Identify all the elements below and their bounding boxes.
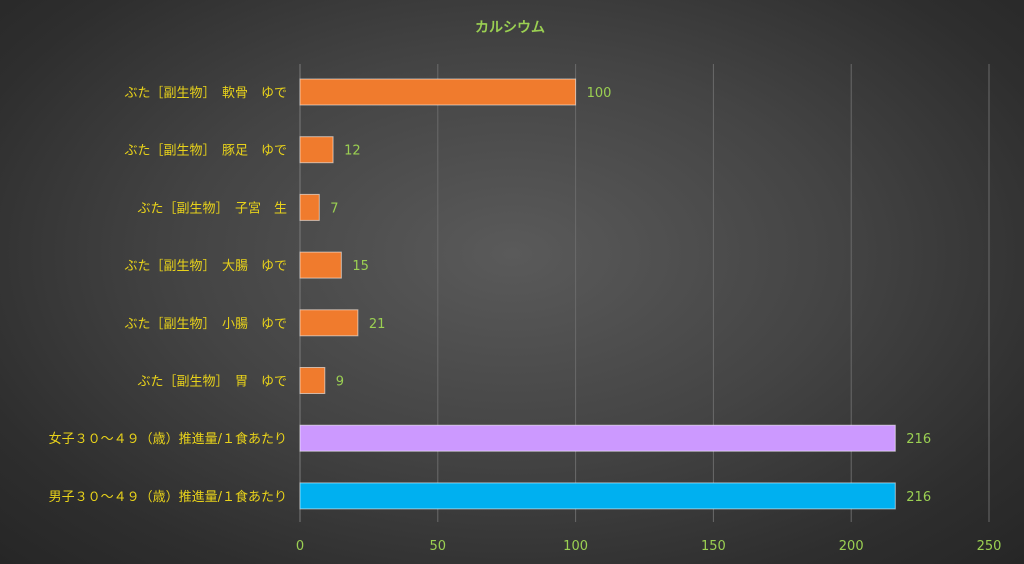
category-label: ぶた［副生物］ 小腸 ゆで [124,317,287,332]
bar [299,424,896,452]
data-label: 15 [352,259,369,274]
x-tick-label: 50 [430,539,447,554]
bar [299,136,334,164]
bars [299,78,896,510]
category-label: 女子３０～４９（歳）推進量/１食あたり [49,431,287,447]
bar [299,193,320,221]
category-label: ぶた［副生物］ 軟骨 ゆで [124,85,287,101]
bar [299,482,896,510]
data-label: 216 [906,490,931,505]
bar [299,367,326,394]
x-tick-label: 150 [701,539,726,554]
category-label: ぶた［副生物］ 胃 ゆで [137,375,287,390]
category-label: ぶた［副生物］ 子宮 生 [137,200,287,216]
category-label: ぶた［副生物］ 豚足 ゆで [124,144,287,159]
x-tick-label: 100 [563,539,588,554]
category-label: 男子３０～４９（歳）推進量/１食あたり [49,489,287,505]
data-label: 100 [587,86,612,101]
x-tick-label: 0 [296,539,304,554]
chart-title: カルシウム [475,20,545,36]
bar [299,251,342,279]
bar [299,78,577,106]
data-label: 12 [344,144,361,159]
labels: 0 50 100 150 200 250 100 ぶた［副生物］ 軟骨 ゆで 12 ぶた［副生物］… [49,85,1002,554]
data-label: 216 [906,432,931,447]
category-label: ぶた［副生物］ 大腸 ゆで [124,259,287,274]
bar [299,309,359,337]
x-tick-label: 200 [839,539,864,554]
x-tick-label: 250 [977,539,1002,554]
gridlines [299,64,990,522]
data-label: 7 [330,201,338,216]
data-label: 21 [369,317,386,332]
data-label: 9 [336,375,344,390]
